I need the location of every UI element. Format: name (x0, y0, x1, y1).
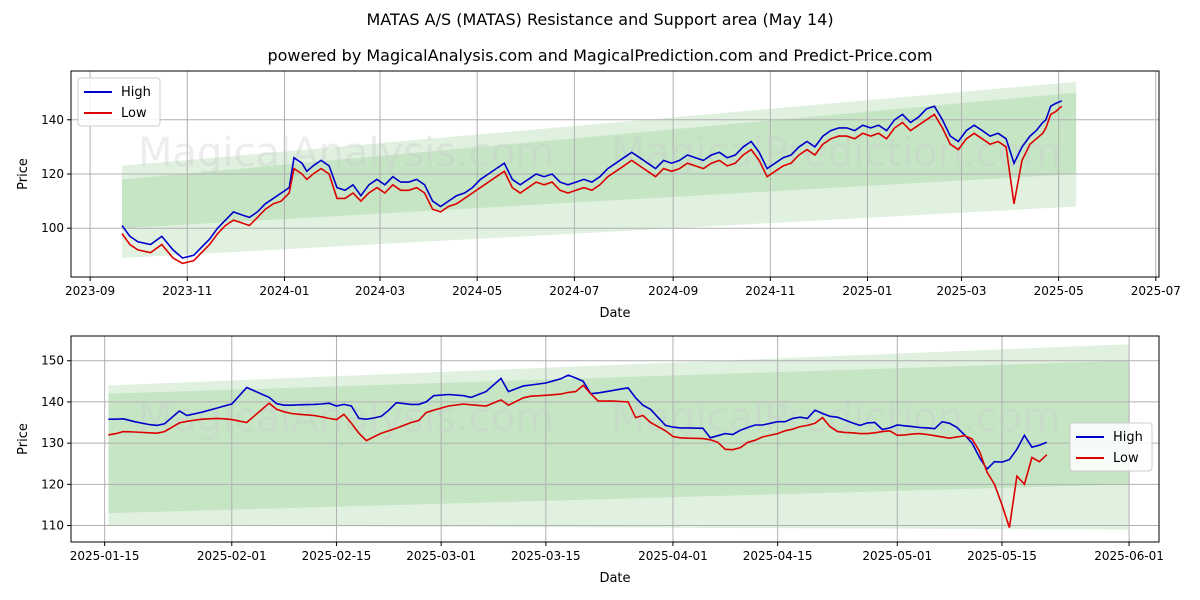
series-line-low (121, 105, 1063, 265)
y-tick-label: 100 (41, 221, 64, 235)
series-line-high (108, 374, 1048, 471)
x-tick-label: 2024-11 (745, 284, 795, 298)
chart-2: MagicalAnalysis.com MagicalPrediction.com… (16, 335, 1164, 586)
x-tick-label: 2023-09 (65, 284, 115, 298)
legend-label-high: High (121, 85, 151, 100)
x-tick-label: 2025-03 (936, 284, 986, 298)
x-tick-label: 2025-05 (1034, 284, 1084, 298)
y-tick-label: 140 (41, 113, 64, 127)
support-resistance-band (108, 360, 1130, 530)
y-tick-label: 120 (41, 477, 64, 491)
x-tick-label: 2025-02-15 (302, 549, 372, 563)
x-tick-label: 2025-06-01 (1094, 549, 1164, 563)
x-axis-label: Date (599, 306, 630, 321)
y-tick-label: 140 (41, 395, 64, 409)
x-tick-label: 2025-05-01 (862, 549, 932, 563)
support-resistance-band (108, 344, 1130, 514)
series-line-low (108, 384, 1048, 528)
x-tick-label: 2025-01 (842, 284, 892, 298)
x-tick-label: 2024-07 (549, 284, 599, 298)
y-axis-label: Price (16, 158, 31, 190)
x-tick-label: 2025-04-15 (743, 549, 813, 563)
chart-title: MATAS A/S (MATAS) Resistance and Support… (366, 10, 834, 29)
y-tick-label: 150 (41, 354, 64, 368)
legend-label-high: High (1113, 430, 1143, 445)
x-tick-label: 2024-01 (259, 284, 309, 298)
support-resistance-band (121, 92, 1077, 259)
y-tick-label: 120 (41, 167, 64, 181)
x-tick-label: 2025-02-01 (197, 549, 267, 563)
x-tick-label: 2025-03-15 (511, 549, 581, 563)
x-axis-label: Date (599, 571, 630, 586)
legend: High Low (1069, 422, 1153, 472)
x-tick-label: 2025-03-01 (406, 549, 476, 563)
support-resistance-band (121, 81, 1077, 229)
x-tick-label: 2024-03 (355, 284, 405, 298)
y-tick-label: 110 (41, 519, 64, 533)
watermark-text: MagicalAnalysis.com (138, 130, 554, 176)
legend-label-low: Low (1113, 451, 1139, 466)
x-tick-label: 2023-11 (162, 284, 212, 298)
legend-label-low: Low (121, 106, 147, 121)
legend: High Low (77, 77, 161, 127)
x-tick-label: 2025-04-01 (638, 549, 708, 563)
series-line-high (121, 100, 1063, 259)
y-axis-label: Price (16, 423, 31, 455)
x-tick-label: 2024-09 (648, 284, 698, 298)
x-tick-label: 2025-05-15 (967, 549, 1037, 563)
plot-frame (70, 335, 1160, 543)
x-tick-label: 2025-07 (1131, 284, 1181, 298)
chart-1: MagicalAnalysis.com MagicalPrediction.com… (16, 70, 1181, 321)
x-tick-label: 2024-05 (452, 284, 502, 298)
x-tick-label: 2025-01-15 (70, 549, 140, 563)
watermark-text: MagicalPrediction.com (611, 395, 1061, 441)
chart-subtitle: powered by MagicalAnalysis.com and Magic… (267, 46, 933, 65)
y-tick-label: 130 (41, 436, 64, 450)
